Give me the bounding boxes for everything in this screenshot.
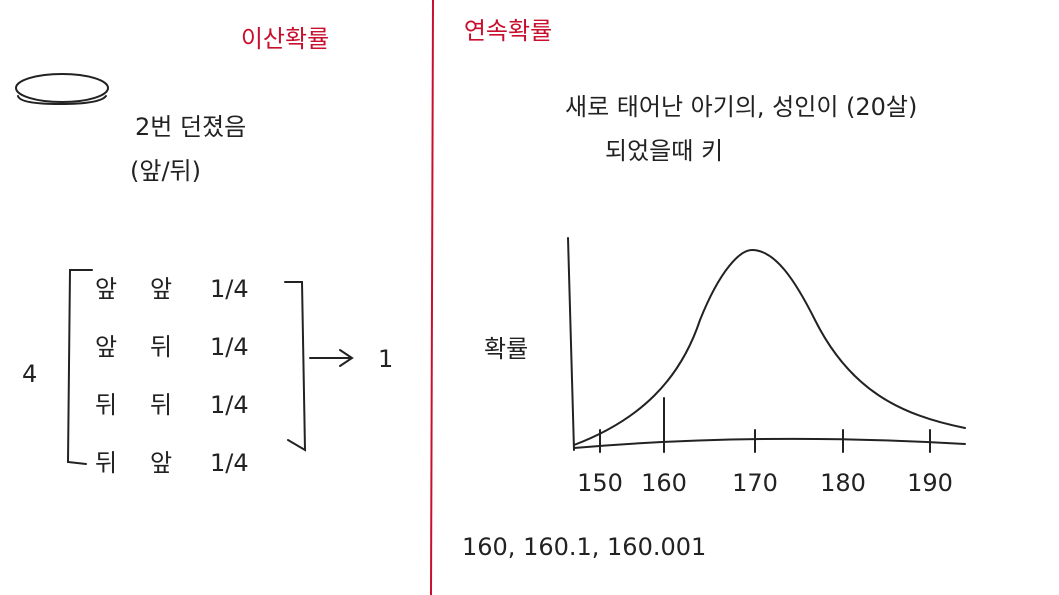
divider (430, 0, 434, 595)
y-axis (567, 237, 575, 451)
left-note: (앞/뒤) (130, 157, 201, 185)
left-title: 이산확률 (241, 25, 329, 53)
coin-face: 앞 (150, 449, 172, 477)
x-tick-label: 180 (820, 469, 866, 497)
arrow (309, 349, 354, 367)
probability: 1/4 (210, 275, 249, 303)
x-tick-label: 170 (732, 469, 778, 497)
examples: 160, 160.1, 160.001 (462, 533, 706, 561)
left-note: 2번 던졌음 (135, 113, 246, 141)
coin-face: 뒤 (150, 391, 172, 419)
probability: 1/4 (210, 449, 249, 477)
multiplier: 4 (22, 360, 37, 388)
x-tick-label: 190 (907, 469, 953, 497)
y-axis-label: 확률 (484, 335, 528, 363)
coin-face: 뒤 (150, 333, 172, 361)
coin-face: 앞 (95, 275, 117, 303)
right-note: 새로 태어난 아기의, 성인이 (20살) (565, 93, 917, 121)
distribution-curve (573, 248, 966, 446)
coin-face: 뒤 (95, 449, 117, 477)
coin-face: 앞 (150, 275, 172, 303)
x-tick-label: 150 (577, 469, 623, 497)
coin (15, 73, 109, 103)
x-axis (573, 437, 966, 449)
coin-edge (17, 95, 107, 106)
x-tick-label: 160 (641, 469, 687, 497)
right-title: 연속확률 (464, 17, 552, 45)
left-bracket (66, 269, 93, 465)
right-note: 되었을때 키 (605, 137, 723, 165)
coin-face: 뒤 (95, 391, 117, 419)
right-bracket (284, 281, 307, 452)
probability: 1/4 (210, 391, 249, 419)
probability: 1/4 (210, 333, 249, 361)
result: 1 (378, 345, 393, 373)
coin-face: 앞 (95, 333, 117, 361)
